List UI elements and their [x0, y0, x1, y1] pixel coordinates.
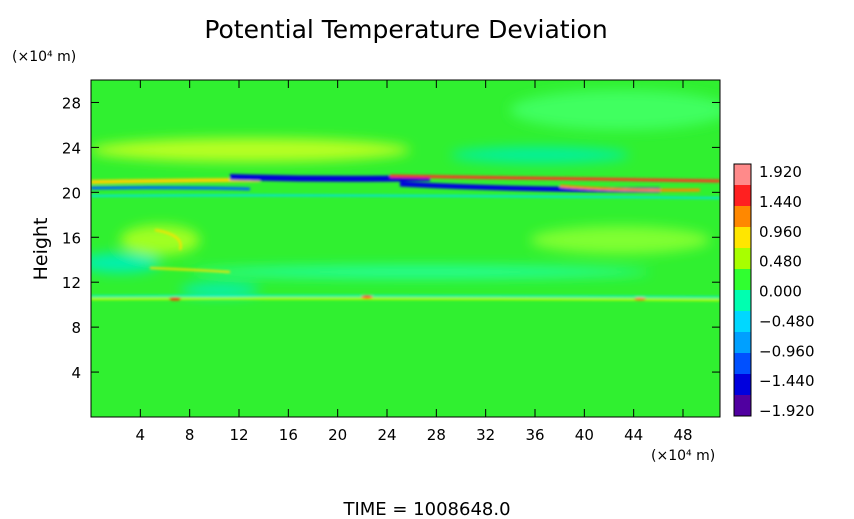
- y-ticks: 4 8 12 16 20 24 28: [62, 94, 720, 382]
- colorbar-swatch: [734, 311, 751, 333]
- x-tick-label: 8: [185, 426, 195, 444]
- colorbar-label: 0.480: [759, 253, 802, 271]
- heatmap-warm-spot-1: [169, 297, 181, 301]
- colorbar-label: 1.440: [759, 193, 802, 211]
- heatmap-cool-streak: [91, 294, 720, 298]
- colorbar-label: −1.440: [759, 372, 815, 390]
- heatmap-warm-band-center: [389, 174, 720, 183]
- x-tick-label: 12: [229, 426, 248, 444]
- x-tick-label: 36: [525, 426, 544, 444]
- y-tick-label: 12: [62, 274, 81, 292]
- heatmap-warm-band-left: [91, 178, 261, 184]
- heatmap-cool-upper-right: [510, 90, 720, 130]
- y-unit-label: (×10⁴ m): [12, 49, 76, 65]
- x-tick-label: 20: [328, 426, 347, 444]
- heatmap-cool-patch: [91, 253, 160, 273]
- heatmap-warm-spot-3: [634, 297, 646, 301]
- heatmap-cool-layer-upper: [450, 147, 630, 163]
- colorbar-swatch: [734, 206, 751, 228]
- heatmap-field: [91, 80, 720, 417]
- colorbar-swatch: [734, 164, 751, 186]
- colorbar-label: 1.920: [759, 163, 802, 181]
- colorbar-swatch: [734, 374, 751, 396]
- x-tick-label: 32: [476, 426, 495, 444]
- heatmap-cool-patch-mid: [180, 284, 260, 296]
- heatmap-cold-band-center: [229, 174, 431, 182]
- heatmap-warm-spot-2: [361, 295, 373, 299]
- colorbar-swatch: [734, 269, 751, 291]
- colorbar-swatch: [734, 248, 751, 270]
- heatmap-cold-band-left: [91, 186, 251, 191]
- colorbar-swatch: [734, 290, 751, 312]
- colorbar-swatch: [734, 353, 751, 375]
- heatmap-warm-layer: [91, 138, 410, 162]
- y-tick-label: 4: [71, 364, 81, 382]
- y-tick-label: 28: [62, 94, 81, 112]
- colorbar-swatch: [734, 395, 751, 417]
- heatmap-cool-band-lower: [91, 194, 720, 199]
- colorbar-swatch: [734, 185, 751, 207]
- y-tick-label: 24: [62, 139, 81, 157]
- y-axis-label: Height: [30, 218, 52, 281]
- colorbar-label: −1.920: [759, 402, 815, 420]
- colorbar: 1.920 1.440 0.960 0.480 0.000 −0.480 −0.960 −1.…: [733, 163, 815, 420]
- plot-frame: [90, 79, 721, 418]
- chart-title: Potential Temperature Deviation: [204, 15, 607, 44]
- heatmap-warm-arc-left: [154, 229, 182, 251]
- colorbar-swatch: [734, 332, 751, 354]
- x-tick-label: 24: [377, 426, 396, 444]
- x-tick-label: 28: [427, 426, 446, 444]
- y-tick-label: 16: [62, 229, 81, 247]
- colorbar-label: −0.480: [759, 312, 815, 330]
- colorbar-label: 0.960: [759, 223, 802, 241]
- colorbar-swatch: [734, 227, 751, 249]
- heatmap-warm-patch-right: [530, 226, 710, 254]
- x-tick-label: 4: [136, 426, 146, 444]
- heatmap-warm-patch-left: [120, 225, 200, 255]
- y-tick-label: 20: [62, 184, 81, 202]
- colorbar-label: 0.000: [759, 283, 802, 301]
- heatmap-warm-band-right: [559, 184, 701, 192]
- colorbar-frame: [733, 163, 752, 417]
- x-ticks: 4 8 12 16 20 24 28 32 36 40 44 48: [136, 80, 693, 444]
- x-tick-label: 16: [279, 426, 298, 444]
- time-label: TIME = 1008648.0: [342, 499, 510, 519]
- heatmap-mid-layer: [190, 266, 650, 278]
- colorbar-label: −0.960: [759, 342, 815, 360]
- x-tick-label: 48: [673, 426, 692, 444]
- y-tick-label: 8: [71, 319, 81, 337]
- x-tick-label: 40: [575, 426, 594, 444]
- x-tick-label: 44: [624, 426, 643, 444]
- heatmap-warm-streak-left: [149, 267, 231, 273]
- x-unit-label: (×10⁴ m): [651, 448, 715, 464]
